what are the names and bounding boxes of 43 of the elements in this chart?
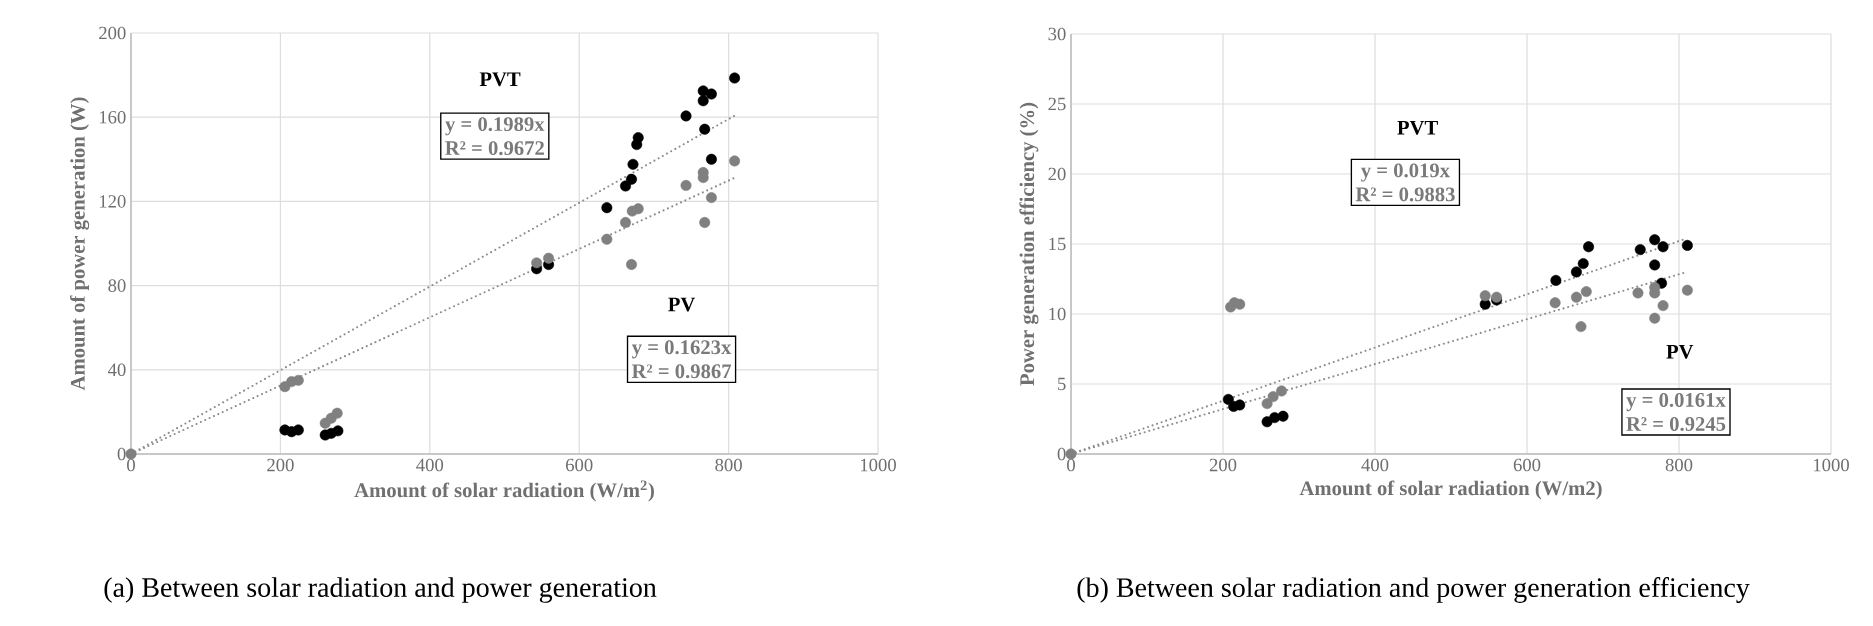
annotation: y = 0.1623x bbox=[631, 340, 732, 359]
text: (b) Between solar radiation and power generation efficiency bbox=[1077, 577, 1750, 603]
y-tick-label: 20 bbox=[1048, 167, 1066, 181]
x-tick-label: 200 bbox=[267, 458, 294, 472]
y-tick-label: 5 bbox=[1058, 377, 1066, 391]
y-tick-label: 0 bbox=[1057, 447, 1066, 461]
y-tick-label: 160 bbox=[99, 110, 126, 124]
y-tick-label: 0 bbox=[117, 447, 126, 461]
x-tick-label: 200 bbox=[1209, 458, 1237, 472]
y-tick-label: 120 bbox=[99, 195, 126, 208]
annotation: PVT bbox=[1397, 120, 1438, 135]
x-tick-label: 0 bbox=[1067, 458, 1075, 472]
annotation: y = 0.1989x bbox=[445, 117, 545, 136]
x-tick-label: 600 bbox=[566, 458, 593, 472]
y-tick-label: 10 bbox=[1049, 307, 1066, 321]
y-tick-label: 25 bbox=[1048, 97, 1066, 111]
annotation: PV bbox=[1666, 344, 1694, 359]
y-tick-label: 40 bbox=[107, 363, 126, 377]
y-axis-title: Power generation efficiency (%) bbox=[1019, 102, 1039, 386]
annotation: R² = 0.9883 bbox=[1355, 187, 1455, 202]
x-tick-label: 800 bbox=[715, 458, 742, 472]
x-tick-label: 1000 bbox=[860, 458, 896, 472]
y-tick-label: 15 bbox=[1049, 237, 1066, 251]
y-tick-label: 80 bbox=[108, 279, 126, 292]
x-tick-label: 400 bbox=[416, 458, 444, 472]
x-tick-label: 0 bbox=[127, 458, 135, 472]
y-tick-label: 30 bbox=[1048, 27, 1066, 41]
x-axis-title: Amount of solar radiation (W/m$^{2}$) bbox=[354, 480, 654, 502]
annotation: y = 0.019x bbox=[1360, 163, 1450, 182]
x-tick-label: 1000 bbox=[1813, 458, 1849, 472]
y-axis-title: Amount of power generation (W) bbox=[70, 97, 90, 391]
x-tick-label: 400 bbox=[1361, 458, 1389, 472]
annotation: R² = 0.9867 bbox=[631, 364, 732, 379]
annotation: R² = 0.9245 bbox=[1626, 416, 1726, 432]
text: (a) Between solar radiation and power generation bbox=[104, 577, 657, 603]
annotation: R² = 0.9672 bbox=[445, 141, 544, 156]
x-tick-label: 800 bbox=[1665, 458, 1693, 472]
annotation: PV bbox=[668, 297, 696, 312]
annotation: y = 0.0161x bbox=[1626, 392, 1726, 412]
x-axis-title: Amount of solar radiation (W/m2) bbox=[1299, 480, 1602, 500]
annotation: PVT bbox=[479, 72, 521, 87]
y-tick-label: 200 bbox=[99, 26, 126, 40]
x-tick-label: 600 bbox=[1513, 458, 1541, 472]
